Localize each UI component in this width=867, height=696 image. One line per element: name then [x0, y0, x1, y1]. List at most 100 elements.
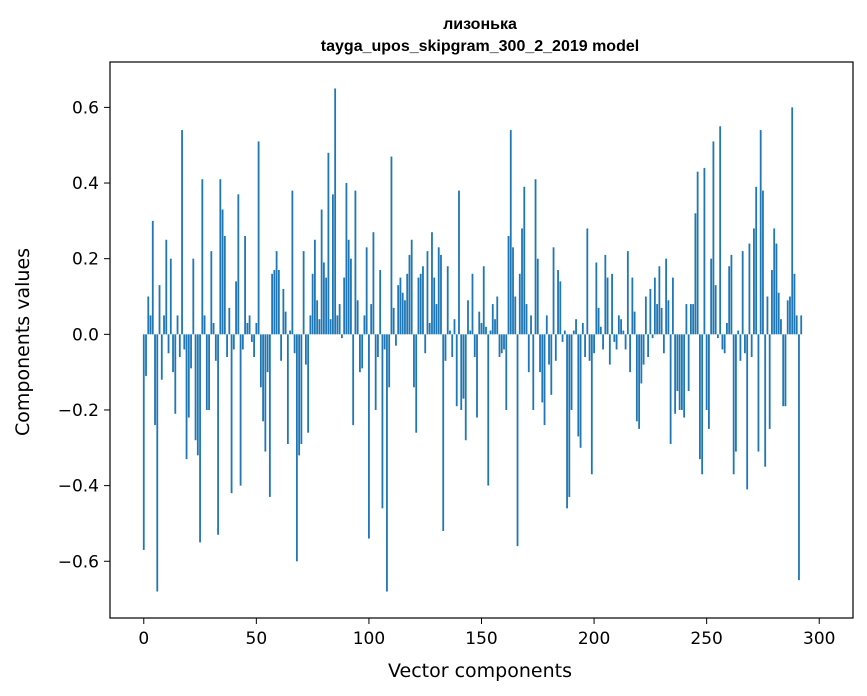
bar	[354, 190, 357, 335]
bar	[494, 319, 496, 335]
bar	[374, 334, 377, 410]
bar	[771, 270, 773, 335]
bar	[183, 334, 186, 350]
bar	[640, 334, 643, 384]
bar	[485, 326, 487, 335]
y-tick-label: −0.6	[58, 552, 99, 572]
bar	[703, 167, 706, 335]
bar	[424, 334, 427, 354]
bar	[388, 334, 391, 388]
bar	[719, 126, 722, 335]
bar-series	[142, 88, 803, 592]
bar	[536, 258, 539, 335]
bar	[284, 311, 287, 335]
x-tick-label: 300	[803, 629, 835, 649]
bar	[653, 277, 656, 335]
bar	[302, 251, 305, 335]
bar	[458, 190, 460, 335]
bar	[534, 179, 537, 335]
bar	[295, 334, 298, 562]
x-tick-label: 0	[138, 629, 149, 649]
bar	[696, 171, 699, 335]
bar	[708, 334, 710, 429]
bar	[467, 300, 469, 335]
bar	[737, 330, 740, 335]
bar	[748, 243, 751, 335]
bar	[588, 334, 591, 361]
bar	[674, 334, 677, 414]
bar	[147, 296, 150, 335]
bar	[160, 334, 163, 380]
bar	[332, 194, 334, 335]
bar	[557, 270, 559, 335]
bar	[500, 334, 503, 354]
bar	[617, 315, 620, 335]
bar	[527, 334, 530, 373]
bar	[176, 315, 179, 335]
bar	[478, 311, 481, 335]
bar	[800, 315, 803, 335]
bar	[647, 334, 650, 358]
bar	[428, 322, 431, 335]
bar	[390, 156, 393, 335]
bar	[599, 326, 602, 335]
bar	[293, 334, 296, 354]
bar	[309, 315, 312, 335]
bar	[291, 190, 294, 335]
bar	[726, 322, 728, 335]
bar	[145, 334, 147, 376]
bar	[732, 334, 735, 475]
bar	[768, 334, 771, 429]
bar	[784, 334, 787, 407]
bar	[699, 334, 701, 460]
bar	[205, 334, 208, 410]
bar	[584, 334, 586, 358]
bar	[338, 304, 341, 335]
bar	[244, 235, 246, 335]
bar	[262, 334, 264, 422]
bar	[665, 258, 668, 335]
bar	[392, 307, 395, 335]
bar	[518, 273, 521, 335]
bar	[361, 334, 364, 369]
bar	[764, 334, 767, 467]
bar	[678, 334, 681, 410]
bar	[629, 334, 631, 373]
bar	[705, 334, 708, 410]
bar	[739, 334, 742, 361]
bar	[615, 334, 618, 350]
bar	[300, 334, 303, 445]
bar	[142, 334, 145, 550]
bar	[210, 251, 213, 335]
bar	[480, 322, 483, 335]
bar	[149, 315, 152, 335]
bar	[246, 322, 249, 335]
bar	[413, 334, 415, 388]
bar	[498, 334, 501, 358]
bar	[255, 322, 258, 335]
bar	[759, 130, 762, 335]
bar	[685, 304, 688, 335]
bar	[545, 315, 548, 335]
bar	[777, 292, 780, 335]
bar	[165, 239, 168, 335]
bar	[789, 296, 791, 335]
bar	[444, 334, 447, 361]
x-axis-label: Vector components	[388, 660, 572, 682]
bar	[590, 334, 593, 475]
bar	[253, 334, 255, 358]
bar	[194, 334, 197, 441]
bar	[214, 334, 217, 361]
bar	[687, 334, 690, 392]
bar	[178, 334, 181, 358]
bar	[190, 334, 192, 369]
y-tick-label: −0.2	[58, 401, 99, 421]
y-tick-label: 0.0	[72, 325, 99, 345]
bar	[422, 266, 424, 335]
bar	[662, 334, 665, 354]
bar	[649, 288, 652, 335]
bar	[644, 296, 647, 335]
bar	[322, 262, 325, 335]
bar	[638, 334, 641, 429]
bar	[273, 270, 276, 335]
